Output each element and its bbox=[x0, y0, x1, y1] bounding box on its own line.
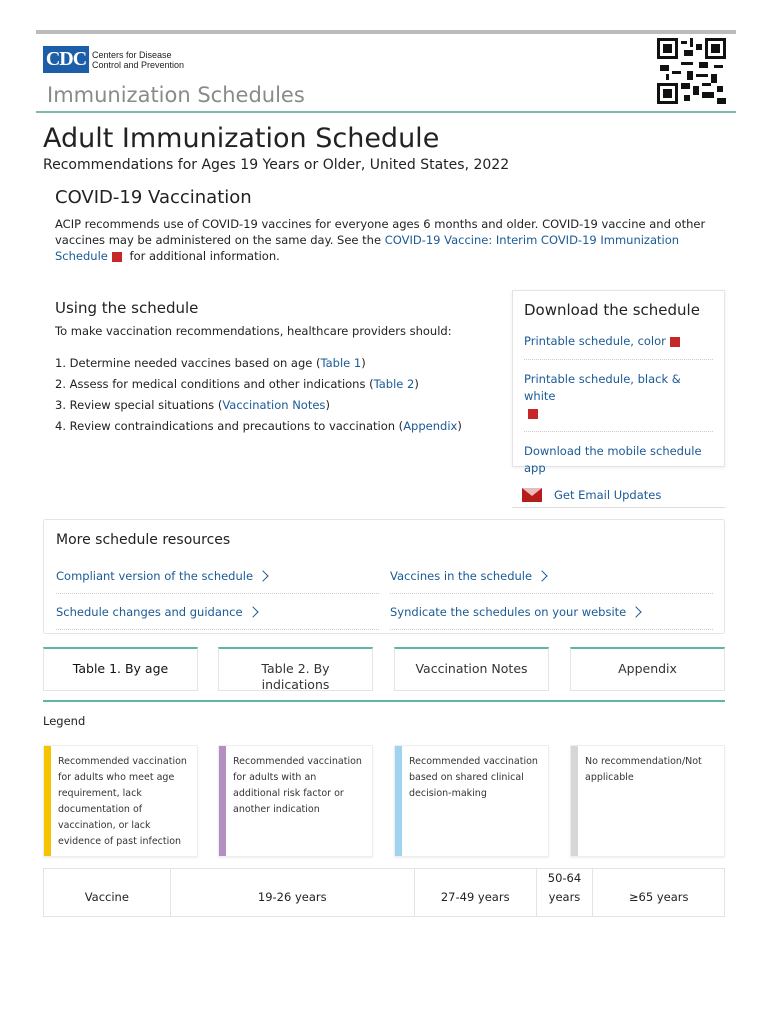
step-item: 2. Assess for medical conditions and oth… bbox=[55, 377, 419, 391]
appendix-link[interactable]: Appendix bbox=[403, 419, 458, 433]
steps-list: 1. Determine needed vaccines based on ag… bbox=[55, 356, 462, 440]
chevron-right-icon bbox=[257, 569, 269, 582]
resource-link[interactable]: Syndicate the schedules on your website bbox=[390, 594, 713, 630]
step-item: 4. Review contraindications and precauti… bbox=[55, 419, 462, 433]
cdc-logo[interactable]: CDC Centers for Disease Control and Preve… bbox=[43, 46, 184, 73]
mobile-app-link[interactable]: Download the mobile schedule app bbox=[524, 444, 702, 475]
divider bbox=[36, 111, 736, 113]
pdf-icon bbox=[528, 408, 538, 419]
tabs-divider bbox=[43, 700, 725, 702]
download-panel: Download the schedule Printable schedule… bbox=[512, 290, 725, 475]
qr-code-icon bbox=[657, 38, 726, 104]
page-subtitle: Recommendations for Ages 19 Years or Old… bbox=[43, 157, 510, 173]
chevron-right-icon bbox=[246, 605, 259, 618]
col-27-49: 27-49 years bbox=[415, 869, 537, 916]
col-19-26: 19-26 years bbox=[171, 869, 415, 916]
email-updates[interactable]: Get Email Updates bbox=[512, 483, 725, 508]
col-vaccine: Vaccine bbox=[44, 869, 171, 916]
tab-table2[interactable]: Table 2. By indications bbox=[218, 647, 373, 692]
email-updates-link[interactable]: Get Email Updates bbox=[554, 488, 662, 502]
notes-link[interactable]: Vaccination Notes bbox=[222, 398, 326, 412]
schedule-table-header: Vaccine 19-26 years 27-49 years 50-64 ye… bbox=[43, 868, 725, 917]
legend-label: Legend bbox=[43, 714, 86, 728]
pdf-icon bbox=[111, 251, 122, 262]
using-heading: Using the schedule bbox=[55, 299, 199, 317]
chevron-right-icon bbox=[630, 605, 642, 618]
covid-paragraph: ACIP recommends use of COVID-19 vaccines… bbox=[55, 216, 725, 264]
logo-line1: Centers for Disease bbox=[92, 49, 172, 60]
top-border bbox=[36, 30, 736, 34]
covid-schedule-link[interactable]: COVID-19 Vaccine: Interim COVID-19 Immun… bbox=[55, 233, 680, 263]
legend-card-none: No recommendation/Not applicable bbox=[570, 745, 725, 857]
more-resources: More schedule resources Compliant versio… bbox=[43, 519, 725, 634]
download-heading: Download the schedule bbox=[524, 301, 700, 319]
using-intro: To make vaccination recommendations, hea… bbox=[55, 324, 452, 338]
resource-link[interactable]: Vaccines in the schedule bbox=[390, 558, 713, 594]
printable-bw-link[interactable]: Printable schedule, black & white bbox=[524, 372, 681, 403]
tab-table1[interactable]: Table 1. By age bbox=[43, 647, 198, 691]
col-50-64: 50-64 years bbox=[537, 869, 594, 916]
legend-card-shared: Recommended vaccination based on shared … bbox=[394, 745, 549, 857]
resource-link[interactable]: Schedule changes and guidance bbox=[56, 594, 379, 630]
site-title[interactable]: Immunization Schedules bbox=[47, 83, 305, 107]
tab-notes[interactable]: Vaccination Notes bbox=[394, 647, 549, 691]
table2-link[interactable]: Table 2 bbox=[373, 377, 415, 391]
col-65-plus: ≥65 years bbox=[628, 890, 689, 904]
more-resources-heading: More schedule resources bbox=[56, 532, 231, 548]
chevron-right-icon bbox=[536, 569, 548, 582]
legend-card-risk: Recommended vaccination for adults with … bbox=[218, 745, 373, 857]
step-item: 1. Determine needed vaccines based on ag… bbox=[55, 356, 366, 370]
logo-line2: Control and Prevention bbox=[92, 59, 185, 70]
step-item: 3. Review special situations (Vaccinatio… bbox=[55, 398, 330, 412]
tab-appendix[interactable]: Appendix bbox=[570, 647, 725, 691]
covid-heading: COVID-19 Vaccination bbox=[55, 187, 252, 208]
printable-color-link[interactable]: Printable schedule, color bbox=[524, 334, 666, 348]
pdf-icon bbox=[669, 336, 680, 347]
covid-text-end: for additional information. bbox=[125, 249, 280, 263]
envelope-icon bbox=[522, 488, 542, 502]
resource-link[interactable]: Compliant version of the schedule bbox=[56, 558, 379, 594]
page-title: Adult Immunization Schedule bbox=[43, 123, 440, 154]
legend-card-routine: Recommended vaccination for adults who m… bbox=[43, 745, 198, 857]
covid-text: ACIP recommends use of COVID-19 vaccines… bbox=[55, 217, 706, 247]
table1-link[interactable]: Table 1 bbox=[320, 356, 362, 370]
cdc-logo-mark: CDC bbox=[43, 46, 89, 73]
